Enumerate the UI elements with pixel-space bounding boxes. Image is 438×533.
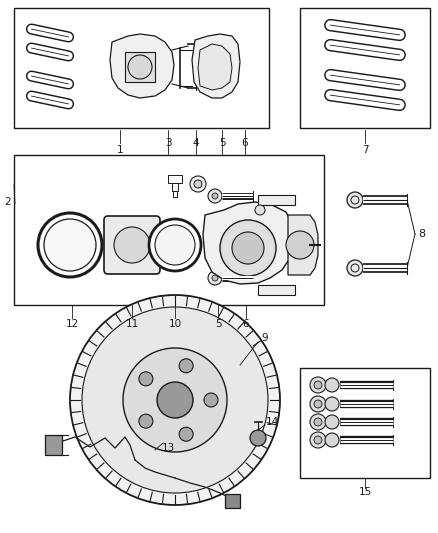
Circle shape [123, 348, 227, 452]
Circle shape [128, 55, 152, 79]
Circle shape [325, 378, 339, 392]
Polygon shape [225, 494, 240, 508]
Polygon shape [198, 44, 232, 90]
Text: 13: 13 [161, 443, 175, 453]
Text: 11: 11 [125, 319, 138, 329]
Text: 5: 5 [219, 138, 225, 148]
Text: 6: 6 [242, 138, 248, 148]
Circle shape [314, 400, 322, 408]
Circle shape [149, 219, 201, 271]
Circle shape [204, 393, 218, 407]
Text: 10: 10 [169, 319, 182, 329]
Polygon shape [288, 215, 318, 275]
Circle shape [179, 359, 193, 373]
Circle shape [255, 205, 265, 215]
Text: 1: 1 [117, 145, 124, 155]
Circle shape [114, 227, 150, 263]
Circle shape [310, 377, 326, 393]
Polygon shape [172, 183, 178, 191]
Polygon shape [125, 52, 155, 82]
Circle shape [310, 396, 326, 412]
Polygon shape [258, 285, 295, 295]
Circle shape [314, 418, 322, 426]
Text: 4: 4 [193, 138, 199, 148]
Polygon shape [258, 195, 295, 205]
Circle shape [82, 307, 268, 493]
Circle shape [157, 382, 193, 418]
Bar [300, 8, 430, 128]
Circle shape [155, 225, 195, 265]
Circle shape [250, 430, 266, 446]
Circle shape [212, 275, 218, 281]
Text: 2: 2 [5, 197, 11, 207]
Circle shape [179, 427, 193, 441]
Bar [14, 8, 269, 128]
Circle shape [139, 372, 153, 386]
Bar [300, 368, 430, 478]
Circle shape [325, 433, 339, 447]
Circle shape [70, 295, 280, 505]
Text: 6: 6 [243, 319, 249, 329]
Text: 7: 7 [362, 145, 368, 155]
Circle shape [325, 397, 339, 411]
Circle shape [310, 432, 326, 448]
Circle shape [286, 231, 314, 259]
Circle shape [44, 219, 96, 271]
Circle shape [314, 381, 322, 389]
Circle shape [208, 271, 222, 285]
Circle shape [139, 414, 153, 428]
Circle shape [310, 414, 326, 430]
Circle shape [232, 232, 264, 264]
Bar [14, 155, 324, 305]
FancyBboxPatch shape [104, 216, 160, 274]
Circle shape [220, 220, 276, 276]
Text: 12: 12 [65, 319, 79, 329]
Polygon shape [110, 34, 174, 98]
Text: 3: 3 [165, 138, 171, 148]
Circle shape [208, 189, 222, 203]
Circle shape [38, 213, 102, 277]
Circle shape [212, 193, 218, 199]
Text: 5: 5 [215, 319, 221, 329]
Circle shape [314, 436, 322, 444]
Circle shape [190, 176, 206, 192]
Polygon shape [192, 34, 240, 98]
Circle shape [194, 180, 202, 188]
Circle shape [325, 415, 339, 429]
Polygon shape [45, 435, 62, 455]
Polygon shape [173, 191, 177, 197]
Polygon shape [168, 175, 182, 183]
Text: 14: 14 [265, 417, 279, 427]
Text: 9: 9 [261, 333, 268, 343]
Text: 8: 8 [418, 229, 426, 239]
Polygon shape [203, 202, 295, 284]
Circle shape [347, 260, 363, 276]
Circle shape [347, 192, 363, 208]
Text: 15: 15 [358, 487, 371, 497]
